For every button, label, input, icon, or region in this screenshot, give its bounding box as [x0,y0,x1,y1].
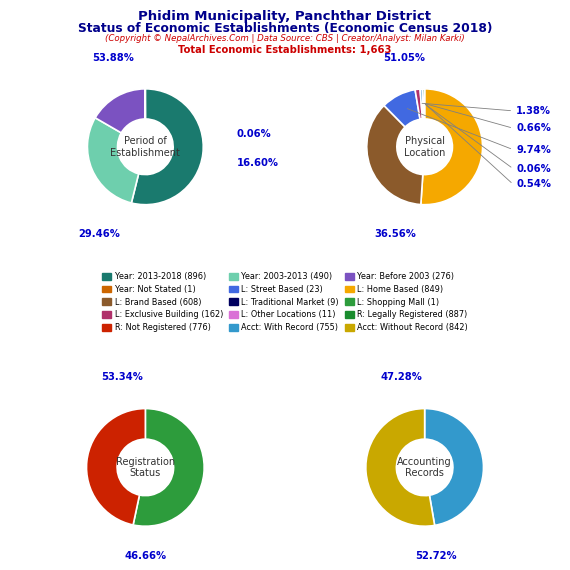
Text: 47.28%: 47.28% [380,372,422,382]
Text: 53.88%: 53.88% [92,53,135,63]
Wedge shape [423,89,425,119]
Wedge shape [421,89,483,205]
Wedge shape [95,89,145,133]
Text: Status of Economic Establishments (Economic Census 2018): Status of Economic Establishments (Econo… [78,22,492,35]
Text: 0.66%: 0.66% [516,123,551,133]
Text: 9.74%: 9.74% [516,145,551,154]
Text: 0.06%: 0.06% [237,129,272,139]
Wedge shape [367,105,423,205]
Text: 1.38%: 1.38% [516,106,551,116]
Legend: Year: 2013-2018 (896), Year: Not Stated (1), L: Brand Based (608), L: Exclusive : Year: 2013-2018 (896), Year: Not Stated … [103,272,467,332]
Text: 0.54%: 0.54% [516,180,551,189]
Text: 16.60%: 16.60% [237,158,279,168]
Wedge shape [366,409,435,526]
Wedge shape [133,409,204,526]
Text: Total Economic Establishments: 1,663: Total Economic Establishments: 1,663 [178,45,392,55]
Text: 36.56%: 36.56% [374,229,417,239]
Wedge shape [384,89,420,127]
Text: 53.34%: 53.34% [101,372,142,382]
Text: Registration
Status: Registration Status [116,457,175,478]
Wedge shape [422,89,424,119]
Text: (Copyright © NepalArchives.Com | Data Source: CBS | Creator/Analyst: Milan Karki: (Copyright © NepalArchives.Com | Data So… [105,34,465,43]
Text: 46.66%: 46.66% [124,551,166,561]
Wedge shape [425,409,483,526]
Text: 52.72%: 52.72% [416,551,457,561]
Wedge shape [420,89,424,119]
Wedge shape [131,89,203,205]
Text: Physical
Location: Physical Location [404,136,445,157]
Text: 29.46%: 29.46% [78,229,120,239]
Wedge shape [87,409,145,525]
Text: Accounting
Records: Accounting Records [397,457,452,478]
Wedge shape [87,118,139,203]
Text: Phidim Municipality, Panchthar District: Phidim Municipality, Panchthar District [139,10,431,23]
Text: 0.06%: 0.06% [516,164,551,174]
Wedge shape [415,89,422,119]
Text: Period of
Establishment: Period of Establishment [111,136,180,157]
Text: 51.05%: 51.05% [384,53,425,63]
